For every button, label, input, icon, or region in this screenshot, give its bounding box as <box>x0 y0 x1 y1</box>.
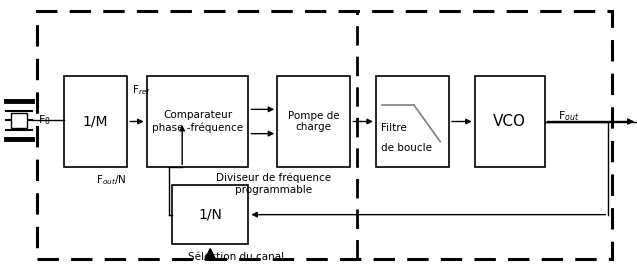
Text: Diviseur de fréquence
programmable: Diviseur de fréquence programmable <box>217 173 331 195</box>
Text: Sélection du canal: Sélection du canal <box>188 252 283 262</box>
Text: de boucle: de boucle <box>381 143 432 153</box>
Bar <box>147 76 248 167</box>
Text: Comparateur
phase -fréquence: Comparateur phase -fréquence <box>152 110 243 133</box>
Text: 1/M: 1/M <box>83 114 108 129</box>
Text: 1/N: 1/N <box>198 208 222 222</box>
Bar <box>11 113 27 128</box>
Bar <box>376 76 449 167</box>
Text: F$_{out}$/N: F$_{out}$/N <box>96 173 126 187</box>
Text: F$_{ref}$: F$_{ref}$ <box>132 83 152 97</box>
Bar <box>475 76 545 167</box>
Text: F$_{out}$: F$_{out}$ <box>558 109 580 123</box>
Text: VCO: VCO <box>493 114 526 129</box>
Text: F$_0$: F$_0$ <box>38 113 51 127</box>
Bar <box>64 76 127 167</box>
Text: Pompe de
charge: Pompe de charge <box>288 111 340 132</box>
Bar <box>172 185 248 244</box>
Text: Filtre: Filtre <box>381 123 406 133</box>
Bar <box>277 76 350 167</box>
